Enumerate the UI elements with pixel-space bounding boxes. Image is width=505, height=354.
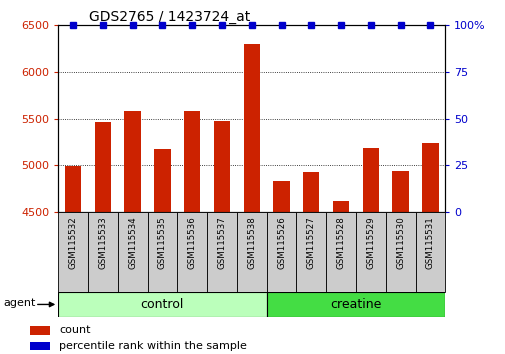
Bar (30, 326, 49, 335)
Text: GSM115537: GSM115537 (217, 216, 226, 269)
Bar (88, 212, 118, 292)
Bar (296, 212, 326, 292)
Bar (362, 148, 378, 354)
Text: count: count (59, 325, 91, 335)
Text: GSM115538: GSM115538 (247, 216, 256, 269)
Text: control: control (140, 298, 184, 311)
Bar (207, 212, 236, 292)
Bar (118, 212, 147, 292)
Text: GDS2765 / 1423724_at: GDS2765 / 1423724_at (89, 10, 250, 24)
Bar (332, 201, 348, 354)
Text: GSM115536: GSM115536 (187, 216, 196, 269)
Bar (302, 172, 319, 354)
Bar (273, 181, 289, 354)
Bar (355, 212, 385, 292)
Bar (243, 45, 260, 354)
Text: creatine: creatine (330, 298, 381, 311)
Text: percentile rank within the sample: percentile rank within the sample (59, 341, 247, 351)
Bar (326, 212, 355, 292)
Bar (184, 111, 200, 354)
Bar (30, 342, 49, 350)
Bar (124, 111, 140, 354)
Bar (58, 212, 88, 292)
Text: GSM115527: GSM115527 (306, 216, 315, 269)
Text: GSM115531: GSM115531 (425, 216, 434, 269)
Bar (236, 212, 266, 292)
Bar (147, 212, 177, 292)
Bar (65, 166, 81, 354)
Bar (213, 121, 230, 354)
Text: GSM115526: GSM115526 (276, 216, 285, 269)
Text: GSM115534: GSM115534 (128, 216, 137, 269)
Bar (154, 149, 170, 354)
Text: GSM115535: GSM115535 (158, 216, 167, 269)
Bar (266, 292, 444, 317)
Bar (94, 122, 111, 354)
Bar (415, 212, 444, 292)
Text: GSM115529: GSM115529 (366, 216, 375, 269)
Bar (385, 212, 415, 292)
Text: GSM115532: GSM115532 (69, 216, 77, 269)
Bar (58, 292, 266, 317)
Bar (266, 212, 296, 292)
Text: agent: agent (3, 298, 35, 308)
Text: GSM115533: GSM115533 (98, 216, 107, 269)
Bar (177, 212, 207, 292)
Text: GSM115530: GSM115530 (395, 216, 405, 269)
Bar (392, 171, 408, 354)
Text: GSM115528: GSM115528 (336, 216, 345, 269)
Bar (421, 143, 438, 354)
